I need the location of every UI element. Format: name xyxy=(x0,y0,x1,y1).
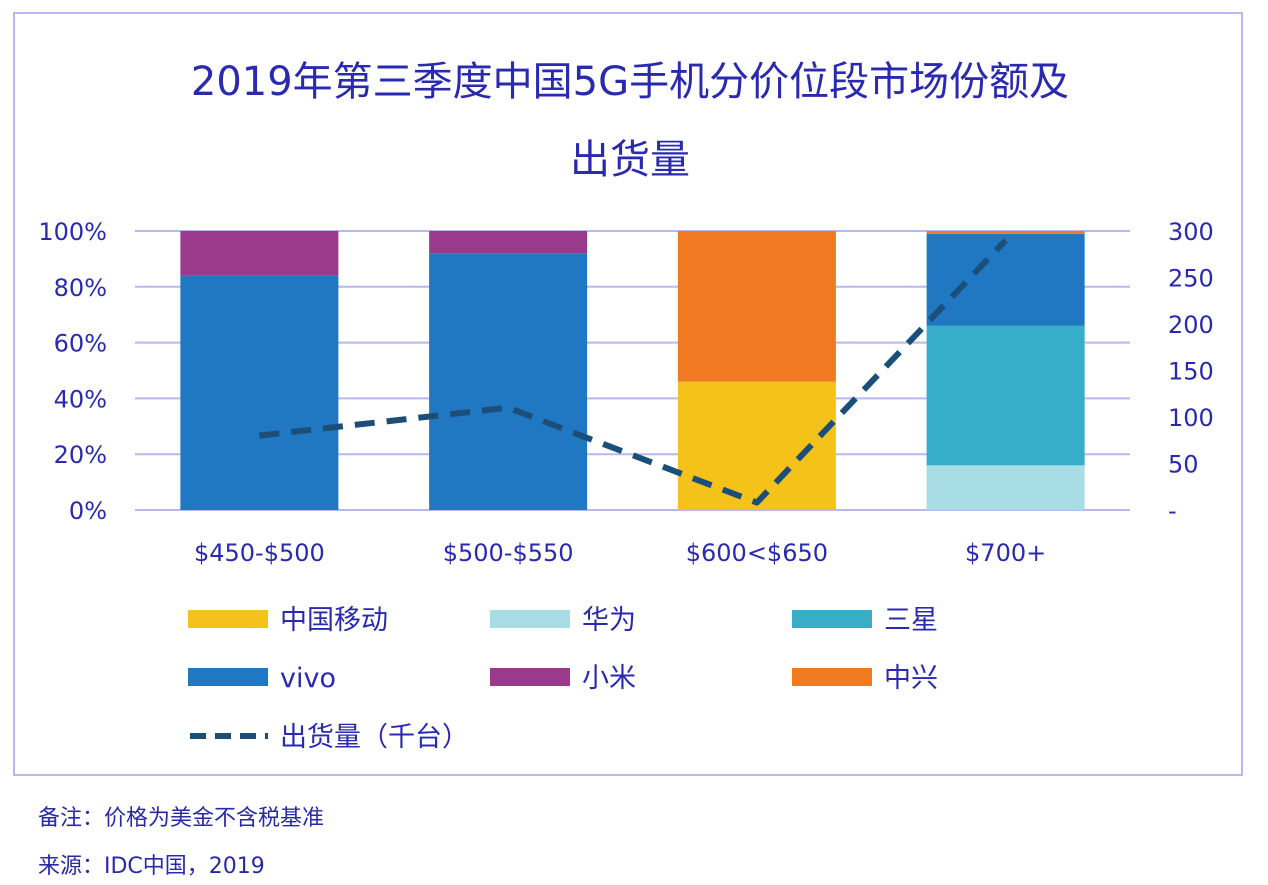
y-right-tick-label: 200 xyxy=(1168,311,1214,339)
bar-segment xyxy=(926,231,1085,234)
axes: 100% 80% 60% 40% 20% 0% 300 250 200 150 100 50 - $450… xyxy=(38,218,1213,567)
legend-label: 出货量（千台） xyxy=(280,722,469,753)
legend-swatch xyxy=(188,610,268,628)
legend-label: 小米 xyxy=(582,663,636,694)
bar-segment xyxy=(180,275,339,510)
legend-swatch xyxy=(490,668,570,686)
y-right-tick-label: 100 xyxy=(1168,404,1214,432)
x-tick-label: $450-$500 xyxy=(194,539,325,567)
x-tick-label: $500-$550 xyxy=(443,539,574,567)
y-left-tick-label: 60% xyxy=(54,330,107,358)
y-left-tick-label: 20% xyxy=(54,441,107,469)
x-tick-label: $600<$650 xyxy=(686,539,828,567)
legend-label: vivo xyxy=(280,663,336,694)
y-right-tick-label: 300 xyxy=(1168,218,1214,246)
legend-swatch xyxy=(188,668,268,686)
y-right-tick-label: 50 xyxy=(1168,451,1199,479)
y-left-tick-label: 80% xyxy=(54,274,107,302)
y-right-tick-label: 150 xyxy=(1168,358,1214,386)
legend-swatch xyxy=(490,610,570,628)
remark-note: 备注：价格为美金不含税基准 xyxy=(38,806,325,831)
bar-segment xyxy=(180,231,339,276)
source-note: 来源：IDC中国，2019 xyxy=(38,854,265,879)
bars xyxy=(180,231,1085,510)
bar-segment xyxy=(677,231,836,382)
y-left-tick-label: 40% xyxy=(54,385,107,413)
bar-segment xyxy=(926,325,1085,466)
x-tick-label: $700+ xyxy=(965,539,1046,567)
legend-swatch xyxy=(792,668,872,686)
bar-segment xyxy=(429,231,588,254)
legend-swatch xyxy=(792,610,872,628)
bar-segment xyxy=(429,253,588,510)
legend-label: 华为 xyxy=(582,605,636,636)
chart-title-line2: 出货量 xyxy=(570,137,690,183)
legend-label: 中国移动 xyxy=(280,605,388,636)
legend-label: 三星 xyxy=(884,605,938,636)
y-left-tick-label: 100% xyxy=(38,218,107,246)
legend-label: 中兴 xyxy=(884,663,938,694)
shipment-line xyxy=(259,238,1008,506)
chart-title-line1: 2019年第三季度中国5G手机分价位段市场份额及 xyxy=(191,59,1069,105)
y-right-tick-label: 250 xyxy=(1168,265,1214,293)
y-left-tick-label: 0% xyxy=(69,497,107,525)
bar-segment xyxy=(926,233,1085,326)
shipment-line-path xyxy=(259,238,1008,506)
y-right-tick-label: - xyxy=(1168,497,1177,525)
bar-segment xyxy=(926,465,1085,510)
